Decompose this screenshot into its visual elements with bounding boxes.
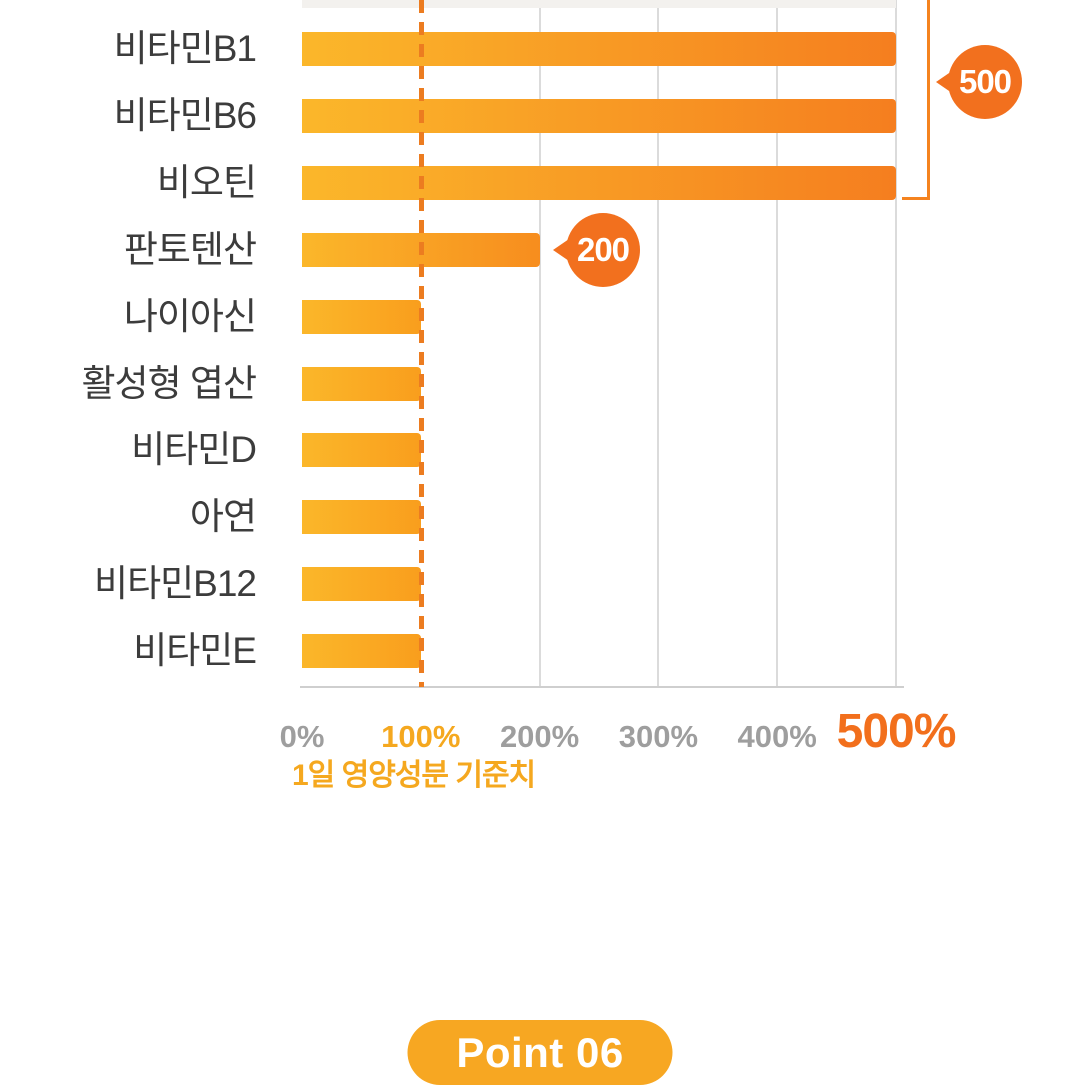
gridline-200 <box>538 0 541 687</box>
category-label: 비타민B1 <box>113 28 257 69</box>
value-bar <box>302 634 421 669</box>
value-bar <box>302 299 421 334</box>
value-bar <box>302 433 421 468</box>
category-label: 나이아신 <box>123 295 257 337</box>
value-bar <box>302 567 421 602</box>
value-bar <box>302 165 896 200</box>
category-label: 비타민E <box>133 630 257 672</box>
x-tick-200: 200% <box>499 719 580 754</box>
x-tick-100: 100% <box>381 719 461 754</box>
x-tick-0: 0% <box>279 719 325 754</box>
category-label: 비오틴 <box>156 161 257 203</box>
category-label: 비타민D <box>131 429 257 471</box>
gridline-500 <box>895 0 897 687</box>
callout-200-tail <box>553 239 569 261</box>
x-tick-400: 400% <box>737 719 817 754</box>
point-06-badge-label: Point 06 <box>456 1028 624 1076</box>
bracket-500-group <box>902 0 930 200</box>
callout-200-bubble: 200 <box>566 213 640 287</box>
x-tick-500: 500% <box>836 705 957 758</box>
x-axis-line <box>300 686 904 688</box>
category-label: 비타민B12 <box>94 563 257 605</box>
category-label: 비타민B6 <box>113 94 257 136</box>
value-bar <box>302 32 896 66</box>
category-label: 아연 <box>189 496 257 538</box>
gridline-300 <box>657 0 660 687</box>
reference-line-100 <box>418 0 424 687</box>
callout-200-value: 200 <box>576 231 630 268</box>
callout-500-bubble: 500 <box>948 45 1022 119</box>
callout-500-value: 500 <box>958 63 1012 100</box>
value-bar <box>302 366 421 401</box>
category-label: 활성형 엽산 <box>81 362 257 404</box>
gridline-400 <box>776 0 779 687</box>
x-tick-300: 300% <box>618 719 699 754</box>
value-bar <box>302 500 421 535</box>
x-axis-caption: 1일 영양성분 기준치 <box>292 759 536 792</box>
cutoff-bar-remnant <box>302 0 896 8</box>
point-06-badge: Point 06 <box>407 1020 673 1085</box>
category-label: 판토텐산 <box>123 228 257 270</box>
value-bar <box>302 98 896 133</box>
